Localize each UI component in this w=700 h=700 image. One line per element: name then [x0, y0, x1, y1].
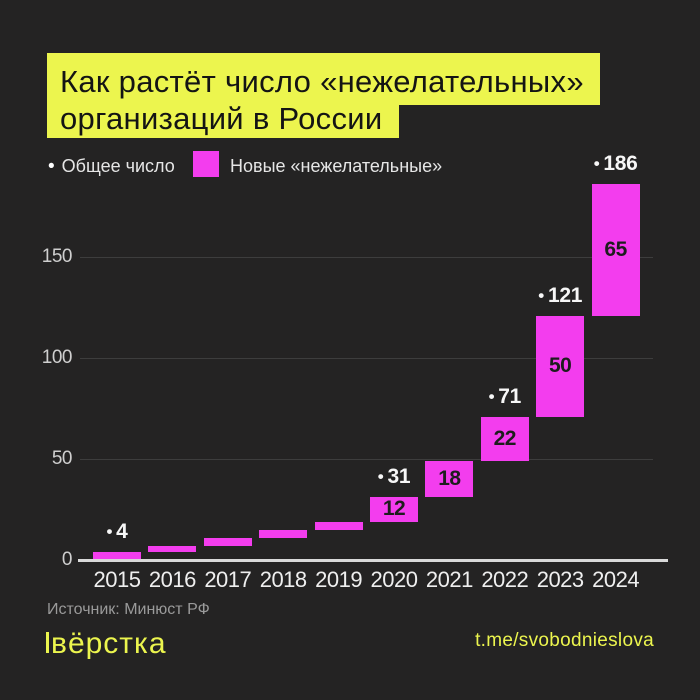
bar-2021: 18: [425, 461, 474, 498]
chart-title: Как растёт число «нежелательных» организ…: [47, 53, 600, 138]
bar-2019: [314, 521, 363, 530]
total-bullet-icon: •: [538, 285, 544, 305]
legend-new-label: Новые «нежелательные»: [230, 156, 443, 176]
bar-value-label-2023: 50: [549, 354, 572, 378]
x-axis-tick-2024: 2024: [592, 567, 640, 592]
total-value: 71: [498, 384, 521, 408]
source-note: Источник: Минюст РФ: [47, 601, 210, 618]
total-label-2020: • 31: [334, 464, 454, 490]
logo-text: вёрстка: [51, 627, 167, 660]
verstka-logo[interactable]: вёрстка: [46, 627, 167, 661]
legend-item-total: • Общее число: [48, 156, 175, 178]
total-value: 31: [387, 465, 411, 489]
bar-2024: 65: [591, 184, 640, 316]
x-axis-tick-2020: 2020: [370, 567, 418, 592]
total-bullet-icon: •: [593, 154, 600, 174]
x-axis-tick-2015: 2015: [93, 567, 141, 592]
logo-mark-icon: [46, 632, 49, 653]
bar-2018: [259, 529, 308, 538]
bar-2017: [203, 537, 252, 546]
bar-2023: 50: [536, 315, 585, 417]
x-axis-line: [78, 559, 668, 562]
bar-2015: [93, 551, 141, 560]
bar-value-label-2020: 12: [382, 497, 406, 521]
x-axis-tick-2017: 2017: [204, 567, 252, 592]
bar-value-label-2024: 65: [604, 237, 627, 261]
bar-value-label-2022: 22: [493, 426, 517, 450]
legend-bullet-icon: •: [48, 156, 55, 177]
gridline-150: [80, 257, 653, 258]
y-axis-tick-100: 100: [41, 347, 73, 368]
chart-title-line-1: Как растёт число «нежелательных»: [47, 53, 600, 105]
x-axis-tick-2023: 2023: [536, 567, 584, 592]
total-bullet-icon: •: [377, 467, 384, 487]
x-axis-tick-2018: 2018: [259, 567, 307, 592]
chart-title-line-2: организаций в России: [47, 103, 399, 138]
bar-2020: 12: [370, 497, 418, 522]
telegram-handle-link[interactable]: t.me/svobodnieslova: [475, 630, 654, 651]
x-axis-tick-2021: 2021: [425, 567, 473, 592]
y-axis-tick-0: 0: [61, 549, 73, 570]
bar-value-label-2021: 18: [438, 467, 461, 491]
total-bullet-icon: •: [488, 386, 495, 406]
total-value: 4: [116, 519, 128, 543]
legend-swatch-new: [193, 151, 219, 177]
y-axis-tick-50: 50: [51, 448, 73, 469]
total-label-2015: • 4: [57, 519, 177, 545]
total-label-2022: • 71: [445, 384, 565, 410]
legend-total-label: Общее число: [61, 156, 175, 176]
gridline-50: [80, 459, 653, 460]
x-axis-tick-2016: 2016: [148, 567, 196, 592]
bar-2022: 22: [480, 416, 529, 462]
total-value: 121: [547, 283, 583, 307]
total-label-2024: • 186: [556, 151, 676, 177]
gridline-100: [80, 358, 653, 359]
x-axis-tick-2022: 2022: [481, 567, 529, 592]
y-axis-tick-150: 150: [41, 246, 73, 267]
bar-2016: [148, 545, 197, 552]
total-value: 186: [603, 152, 638, 176]
total-bullet-icon: •: [106, 521, 113, 541]
x-axis-tick-2019: 2019: [315, 567, 363, 592]
total-label-2023: • 121: [500, 283, 620, 309]
